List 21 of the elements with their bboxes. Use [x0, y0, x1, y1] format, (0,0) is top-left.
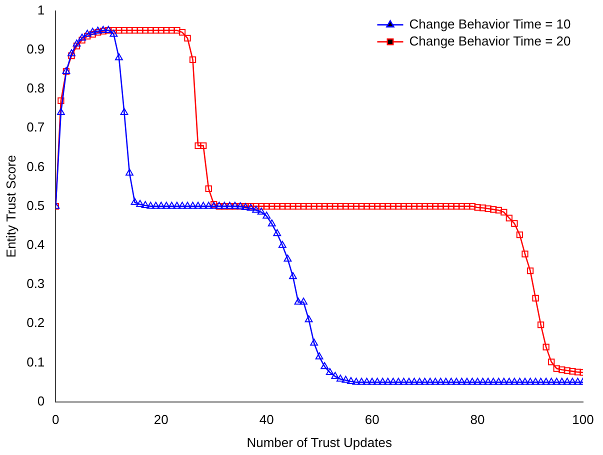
y-tick-label: 0.9 [26, 41, 45, 56]
x-axis-title: Number of Trust Updates [246, 434, 392, 450]
x-tick-label: 80 [470, 412, 485, 428]
y-tick-label: 0.8 [26, 80, 45, 96]
x-tick-label: 100 [572, 412, 594, 428]
y-tick-label: 0.5 [26, 198, 45, 213]
x-tick-label: 60 [364, 412, 380, 428]
y-axis-title: Entity Trust Score [3, 155, 18, 258]
y-tick-label: 0 [37, 393, 45, 408]
x-tick-label: 40 [259, 412, 274, 428]
x-tick-label: 20 [154, 412, 168, 428]
y-tick-label: 0.6 [26, 158, 45, 174]
x-tick-label: 0 [52, 412, 60, 428]
y-tick-label: 0.4 [26, 236, 45, 252]
legend-label: Change Behavior Time = 10 [409, 16, 571, 32]
y-tick-label: 0.2 [26, 315, 45, 330]
y-tick-label: 0.7 [26, 120, 45, 135]
legend-label: Change Behavior Time = 20 [409, 33, 571, 48]
y-tick-label: 0.3 [26, 276, 45, 292]
y-tick-label: 0.1 [26, 354, 45, 370]
y-tick-label: 1 [37, 2, 45, 18]
